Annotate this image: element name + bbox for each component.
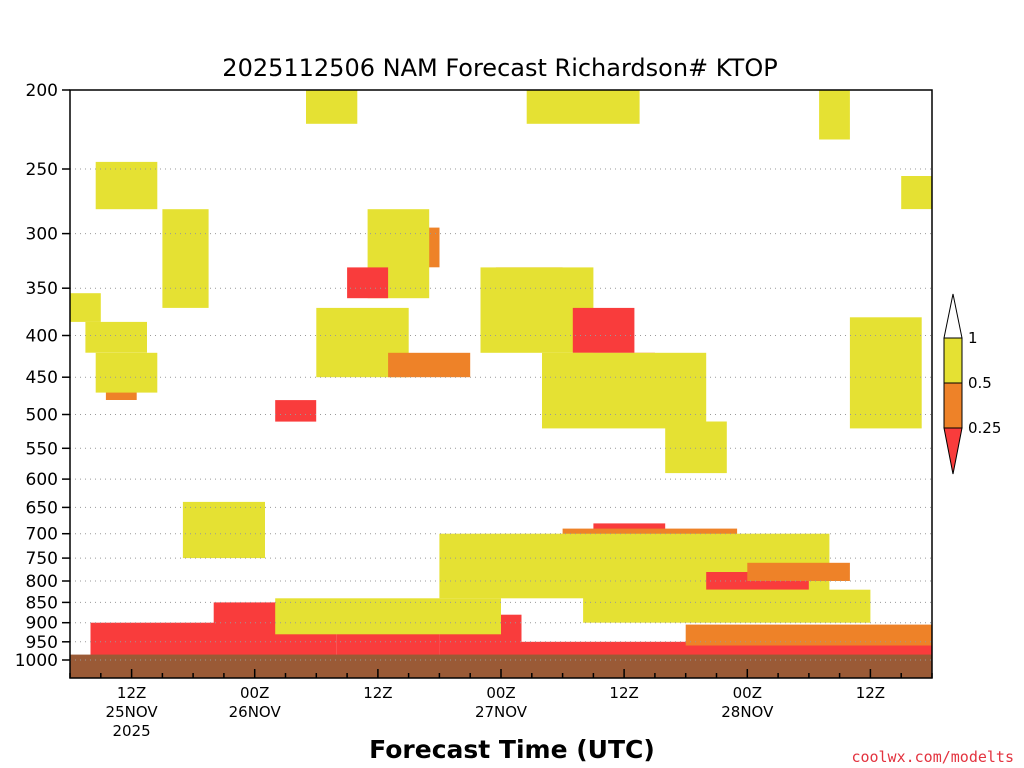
y-tick-label-200: 200 xyxy=(26,81,58,101)
y-tick-label-850: 850 xyxy=(26,593,58,613)
heatmap-cell-15 xyxy=(275,400,317,422)
x-axis-title: Forecast Time (UTC) xyxy=(369,735,655,764)
heatmap-cell-38 xyxy=(747,562,850,581)
y-tick-label-450: 450 xyxy=(26,368,58,388)
colorbar-above-1 xyxy=(943,293,963,339)
y-tick-label-750: 750 xyxy=(26,549,58,569)
x-tick-label-3-0: 00Z xyxy=(486,684,515,702)
x-tick-label-0-2: 2025 xyxy=(113,722,151,740)
y-tick-label-400: 400 xyxy=(26,327,58,347)
heatmap-cell-27 xyxy=(849,317,922,429)
plot-area xyxy=(70,90,932,657)
heatmap-cell-21 xyxy=(542,352,707,429)
x-tick-label-1-0: 00Z xyxy=(240,684,269,702)
credit-label: coolwx.com/modelts xyxy=(851,748,1014,766)
x-tick-label-0-1: 25NOV xyxy=(106,703,159,721)
colorbar-below-0.25 xyxy=(943,427,963,475)
y-tick-label-300: 300 xyxy=(26,225,58,245)
y-tick-label-250: 250 xyxy=(26,160,58,180)
y-tick-label-600: 600 xyxy=(26,470,58,490)
y-tick-label-950: 950 xyxy=(26,633,58,653)
heatmap-cell-31 xyxy=(182,501,265,559)
heatmap-cell-46 xyxy=(275,598,501,635)
heatmap-cell-8 xyxy=(306,90,358,124)
y-tick-label-900: 900 xyxy=(26,614,58,634)
heatmap-cell-24 xyxy=(526,90,640,124)
heatmap-cell-39 xyxy=(583,589,871,623)
heatmap-cell-14 xyxy=(347,267,389,299)
colorbar-0.5-to-1 xyxy=(943,337,963,384)
y-tick-label-1000: 1000 xyxy=(15,651,58,671)
heatmap-cell-3 xyxy=(95,352,158,393)
x-tick-label-4-0: 12Z xyxy=(609,684,638,702)
x-tick-label-3-1: 27NOV xyxy=(475,703,528,721)
colorbar-label-1: 0.5 xyxy=(968,374,992,392)
x-tick-label-5-0: 00Z xyxy=(733,684,762,702)
colorbar-label-0: 0.25 xyxy=(968,419,1001,437)
y-axis: 200 250 300 350 400 450 500 550 600 650 700 750 8008… xyxy=(15,81,70,671)
x-tick-label-2-0: 12Z xyxy=(363,684,392,702)
heatmap-cell-18 xyxy=(572,307,635,353)
heatmap-cell-40 xyxy=(90,622,235,657)
heatmap-cell-7 xyxy=(162,209,209,308)
colorbar-0.25-to-0.5 xyxy=(943,382,963,429)
heatmap-cell-45 xyxy=(685,624,932,646)
heatmap-cell-1 xyxy=(85,321,147,353)
y-tick-label-350: 350 xyxy=(26,279,58,299)
y-tick-label-700: 700 xyxy=(26,525,58,545)
x-tick-label-0-0: 12Z xyxy=(117,684,146,702)
heatmap-cell-0 xyxy=(70,293,101,322)
heatmap-cell-29 xyxy=(901,176,932,210)
y-tick-label-650: 650 xyxy=(26,498,58,518)
chart-title: 2025112506 NAM Forecast Richardson# KTOP xyxy=(222,54,777,82)
y-tick-label-800: 800 xyxy=(26,572,58,592)
x-tick-label-6-0: 12Z xyxy=(856,684,885,702)
heatmap-cell-5 xyxy=(95,161,158,210)
x-tick-label-5-1: 28NOV xyxy=(721,703,774,721)
colorbar-label-2: 1 xyxy=(968,329,978,347)
x-tick-label-1-1: 26NOV xyxy=(229,703,282,721)
heatmap-cell-28 xyxy=(819,90,850,140)
y-tick-label-550: 550 xyxy=(26,439,58,459)
heatmap-cell-25 xyxy=(665,421,727,474)
heatmap-cell-13 xyxy=(388,352,471,378)
y-tick-label-500: 500 xyxy=(26,406,58,426)
colorbar: 0.25 0.5 1 xyxy=(943,293,1001,475)
